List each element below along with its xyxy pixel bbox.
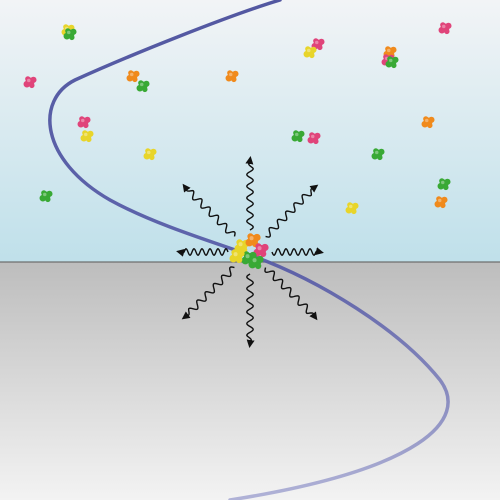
wavy-arrow-down-right-icon [264, 267, 318, 321]
particle-green-20 [39, 190, 53, 203]
particle-yellow-21 [345, 202, 359, 215]
particle-pink-17 [307, 132, 321, 145]
upper-medium [0, 0, 500, 262]
particle-pink-7 [311, 38, 325, 51]
particle-orange-19 [421, 116, 435, 129]
sine-wave-curve [48, 0, 450, 500]
wavy-arrow-up-icon [245, 156, 254, 231]
cluster-particle-green-6 [248, 255, 264, 270]
particle-pink-12 [438, 22, 452, 35]
wavy-arrow-up-left-icon [182, 183, 236, 237]
particle-green-16 [291, 130, 305, 143]
particle-green-5 [136, 80, 150, 93]
wavy-arrow-up-right-icon [265, 184, 319, 238]
lower-medium [0, 262, 500, 500]
particle-pink-3 [23, 76, 37, 89]
particle-yellow-14 [80, 130, 94, 143]
wavy-arrow-right-icon [271, 247, 324, 256]
particle-green-18 [371, 148, 385, 161]
particle-yellow-15 [143, 148, 157, 161]
particle-green-22 [437, 178, 451, 191]
particle-green-11 [385, 56, 399, 69]
central-particle-cluster [229, 233, 269, 270]
wavy-arrow-down-icon [246, 273, 255, 348]
cluster-particle-green-4 [241, 251, 257, 266]
emission-arrows [176, 156, 324, 348]
particle-pink-13 [77, 116, 91, 129]
wavy-arrow-left-icon [176, 248, 229, 257]
wavy-arrow-down-left-icon [181, 266, 235, 320]
cluster-particle-orange-2 [245, 233, 261, 248]
cluster-particle-yellow-5 [229, 249, 245, 264]
scattered-particles [23, 22, 452, 215]
particle-orange-6 [225, 70, 239, 83]
cluster-particle-pink-3 [253, 243, 269, 258]
particle-orange-23 [434, 196, 448, 209]
particle-orange-4 [126, 70, 140, 83]
particle-green-2 [63, 28, 77, 41]
particle-yellow-8 [303, 46, 317, 59]
